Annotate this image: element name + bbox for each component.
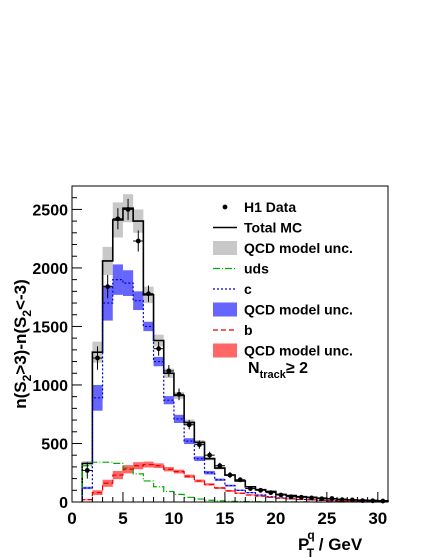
data-point: [380, 498, 386, 504]
data-point: [247, 486, 253, 491]
band-bin: [143, 321, 154, 332]
legend-entry: QCD model unc.: [213, 343, 353, 359]
data-point: [105, 284, 111, 290]
data-point: [207, 452, 213, 458]
data-point: [186, 422, 192, 428]
x-tick-label: 20: [266, 509, 285, 528]
data-point: [156, 346, 162, 352]
data-point: [329, 496, 335, 501]
legend-entry: b: [213, 322, 253, 338]
band-bin: [275, 497, 287, 499]
data-point: [84, 468, 90, 473]
data-point: [339, 497, 345, 503]
legend-label: b: [244, 322, 253, 338]
x-tick-label: 0: [67, 509, 76, 528]
band-bin: [245, 492, 256, 494]
legend-marker-box: [213, 302, 237, 317]
band-bin: [143, 461, 154, 468]
data-point: [217, 463, 223, 469]
data-point: [197, 442, 202, 448]
x-tick-label: 30: [368, 509, 387, 528]
legend-entry: Total MC: [213, 220, 302, 236]
band-bin: [122, 465, 134, 474]
y-tick-label: 0: [59, 495, 68, 512]
data-point: [166, 368, 172, 374]
data-point: [115, 216, 121, 222]
band-bin: [92, 384, 103, 411]
data-point: [268, 490, 274, 496]
legend-label: uds: [244, 261, 269, 277]
band-bin: [133, 291, 144, 311]
legend-entry: H1 Data: [222, 199, 296, 215]
data-point: [227, 472, 233, 478]
data-point: [146, 291, 151, 297]
band-bin: [82, 499, 93, 501]
legend: H1 Data Total MC QCD model unc. uds c QCD mod…: [213, 199, 353, 359]
y-tick-label: 2500: [32, 202, 68, 219]
data-point: [288, 494, 294, 500]
band-bin: [122, 270, 134, 297]
legend-entry: c: [213, 281, 252, 297]
legend-entry: QCD model unc.: [213, 302, 353, 318]
y-tick-label: 500: [41, 436, 68, 453]
band-bin: [255, 495, 266, 497]
band-bin: [112, 264, 123, 295]
y-tick-label: 2000: [32, 261, 68, 278]
data-point: [258, 487, 263, 493]
data-point: [135, 238, 141, 244]
y-tick-label: 1500: [32, 319, 68, 336]
x-tick-label: 25: [317, 509, 336, 528]
legend-entry: uds: [213, 261, 269, 277]
x-tick-label: 10: [164, 509, 183, 528]
band-bin: [173, 469, 185, 474]
band-bin: [275, 497, 287, 499]
data-point: [278, 492, 284, 498]
data-point: [298, 494, 304, 500]
data-point: [319, 496, 325, 502]
legend-label: QCD model unc.: [244, 343, 353, 359]
band-bin: [204, 470, 215, 475]
data-points: [82, 198, 388, 504]
legend-entry: QCD model unc.: [213, 240, 353, 256]
plot-frame: [71, 185, 389, 503]
data-point: [349, 497, 355, 503]
axes: 0 5 10 15 20 25 30 0 500 1000 1500 2000 2500: [32, 185, 389, 528]
data-point: [370, 498, 376, 504]
legend-label: QCD model unc.: [244, 240, 353, 256]
legend-label: QCD model unc.: [244, 302, 353, 318]
data-point: [309, 495, 314, 501]
data-point: [95, 355, 100, 361]
y-axis-title: n(S2>3)-n(S2<-3): [11, 279, 34, 409]
x-tick-label: 15: [215, 509, 234, 528]
legend-label: Total MC: [244, 220, 302, 236]
data-point: [237, 477, 243, 483]
track-annotation: Ntrack≥ 2: [248, 360, 308, 381]
y-tick-label: 1000: [32, 378, 68, 395]
band-bin: [82, 486, 93, 490]
legend-label: c: [244, 281, 252, 297]
data-point: [176, 391, 182, 397]
legend-label: H1 Data: [244, 199, 296, 215]
band-bin: [173, 414, 185, 423]
x-tick-label: 5: [118, 509, 127, 528]
legend-marker-box: [213, 343, 237, 358]
band-bin: [184, 438, 195, 445]
band-bin: [112, 470, 123, 480]
band-bin: [235, 489, 246, 491]
band-bin: [214, 486, 225, 490]
data-point: [125, 207, 131, 212]
legend-marker-dot: [222, 204, 228, 210]
x-axis-title: Pq T / GeV: [298, 528, 363, 557]
legend-marker-box: [213, 241, 237, 255]
band-bin: [194, 456, 205, 462]
